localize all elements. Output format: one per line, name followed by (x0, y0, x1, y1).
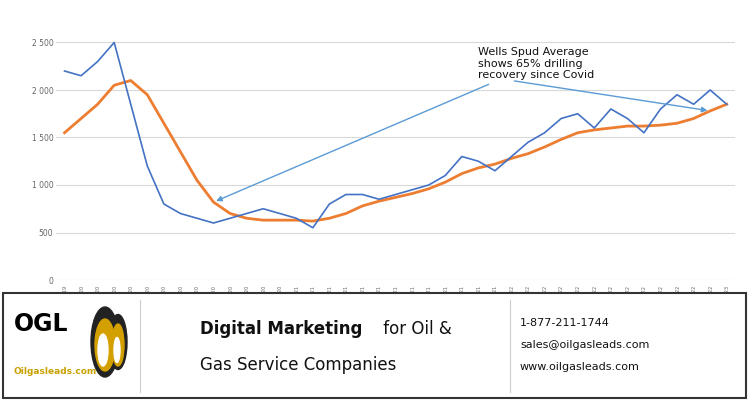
Text: Digital Marketing: Digital Marketing (200, 320, 362, 338)
Ellipse shape (114, 338, 120, 362)
Ellipse shape (109, 314, 127, 370)
Text: for Oil &: for Oil & (378, 320, 452, 338)
Text: Wells Spud Average
shows 65% drilling
recovery since Covid: Wells Spud Average shows 65% drilling re… (217, 47, 595, 201)
Ellipse shape (98, 334, 108, 366)
Ellipse shape (112, 324, 124, 366)
Ellipse shape (91, 307, 119, 377)
Ellipse shape (95, 319, 115, 371)
Text: Gas Service Companies: Gas Service Companies (200, 356, 396, 374)
Text: Oilgasleads.com: Oilgasleads.com (14, 367, 98, 376)
Text: 1-877-211-1744: 1-877-211-1744 (520, 318, 610, 328)
Text: OGL: OGL (14, 312, 68, 336)
Text: sales@oilgasleads.com: sales@oilgasleads.com (520, 340, 650, 350)
FancyBboxPatch shape (3, 293, 746, 398)
Text: www.oilgasleads.com: www.oilgasleads.com (520, 362, 640, 372)
